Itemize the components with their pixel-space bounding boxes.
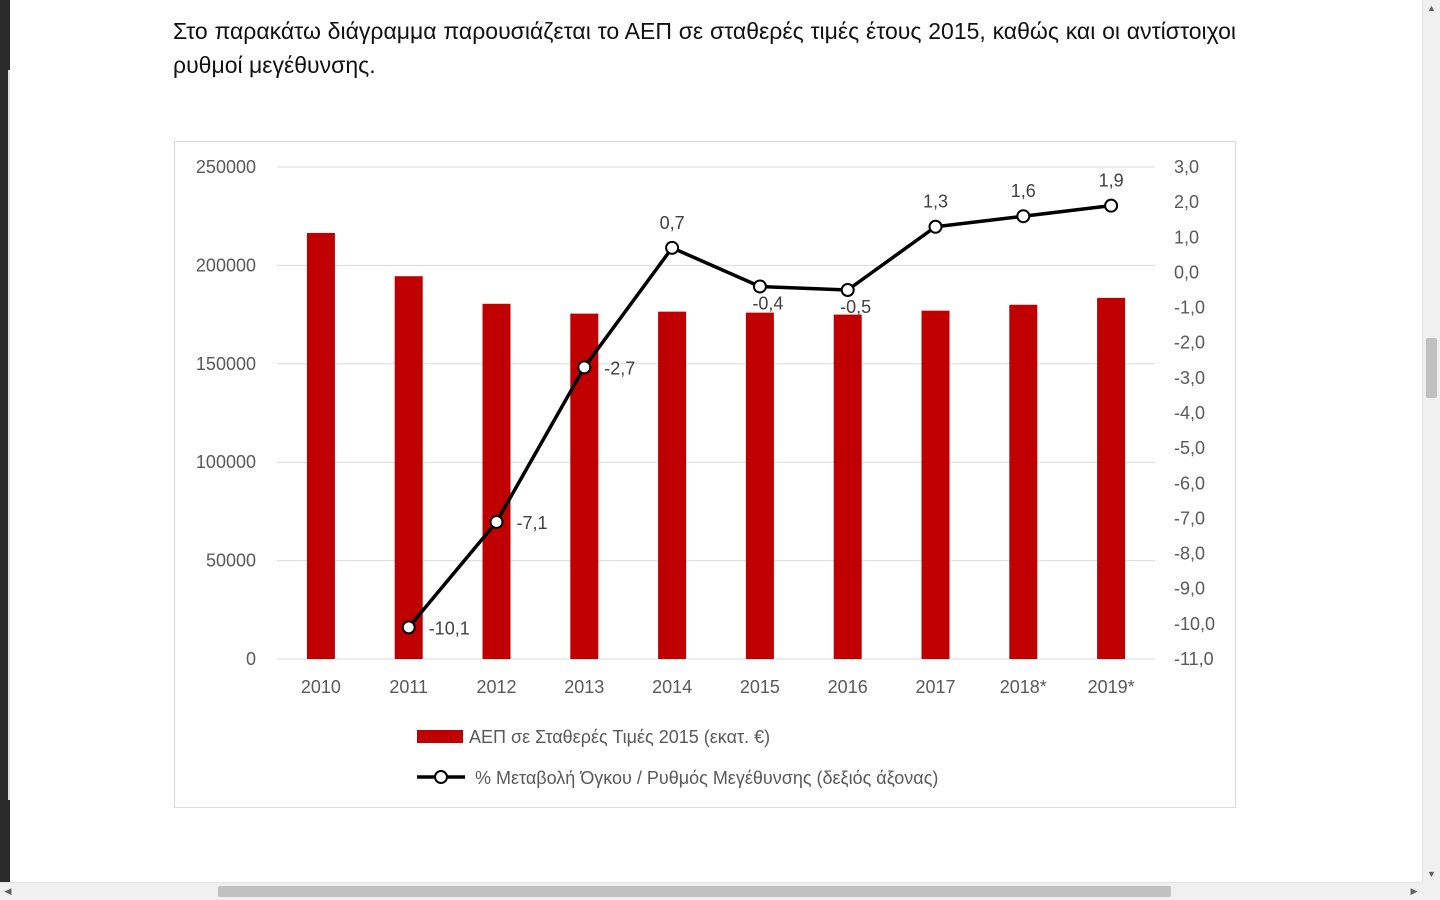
gdp-combo-chart: -10,1 -7,1 -2,7 0,7 -0,4 -0,5 1,3 1,6 1,9 0 50000… <box>196 157 1215 788</box>
line-data-label: -7,1 <box>517 513 548 533</box>
y-right-tick-label: -6,0 <box>1174 473 1205 493</box>
y-right-tick-label: -4,0 <box>1174 403 1205 423</box>
y-left-tick-label: 0 <box>246 649 256 669</box>
vertical-scrollbar[interactable]: ▲ ▼ <box>1422 0 1440 882</box>
x-category-label: 2010 <box>301 677 341 697</box>
bar <box>482 303 511 659</box>
y-right-tick-label: -2,0 <box>1174 333 1205 353</box>
x-category-label: 2019* <box>1088 677 1135 697</box>
intro-paragraph: Στο παρακάτω διάγραμμα παρουσιάζεται το … <box>173 18 1236 78</box>
y-right-tick-label: -1,0 <box>1174 298 1205 318</box>
scroll-down-arrow-icon[interactable]: ▼ <box>1427 869 1436 879</box>
horizontal-scrollbar[interactable]: ◀ ▶ <box>0 882 1440 900</box>
line-data-label: 1,3 <box>923 192 948 212</box>
bar <box>394 276 423 659</box>
legend-line-marker <box>434 770 448 784</box>
line-marker <box>577 360 592 375</box>
line-marker <box>840 283 855 297</box>
legend-bar-swatch <box>417 730 463 743</box>
scroll-left-arrow-icon[interactable]: ◀ <box>4 886 12 896</box>
x-category-label: 2012 <box>476 677 516 697</box>
bar <box>658 311 687 659</box>
vertical-scroll-thumb[interactable] <box>1426 338 1437 398</box>
y-right-tick-label: -7,0 <box>1174 508 1205 528</box>
line-marker <box>401 620 416 635</box>
bar <box>745 312 774 659</box>
y-right-tick-label: 1,0 <box>1174 227 1199 247</box>
line-data-label: 0,7 <box>660 213 685 233</box>
y-right-tick-label: -11,0 <box>1174 649 1214 669</box>
left-window-edge <box>0 0 10 900</box>
x-category-label: 2011 <box>389 677 428 697</box>
line-series <box>401 198 1119 635</box>
legend-bar-label: ΑΕΠ σε Σταθερές Τιμές 2015 (εκατ. €) <box>469 727 770 747</box>
data-labels: -10,1 -7,1 -2,7 0,7 -0,4 -0,5 1,3 1,6 1,9 <box>429 171 1124 639</box>
scroll-right-arrow-icon[interactable]: ▶ <box>1410 886 1418 896</box>
y-right-tick-label: 2,0 <box>1174 192 1199 212</box>
bar <box>1097 297 1126 659</box>
x-category-label: 2017 <box>915 677 955 697</box>
y-left-tick-label: 200000 <box>196 255 256 275</box>
x-category-label: 2015 <box>740 677 780 697</box>
y-right-tick-label: -5,0 <box>1174 438 1205 458</box>
y-left-tick-label: 250000 <box>196 157 256 177</box>
line-data-label: -0,5 <box>840 297 871 317</box>
chart-frame <box>174 141 1236 808</box>
line-marker <box>752 279 767 294</box>
legend: ΑΕΠ σε Σταθερές Τιμές 2015 (εκατ. €) % Με… <box>417 727 938 788</box>
line-data-label: -2,7 <box>604 358 635 378</box>
bar-series <box>306 232 1126 659</box>
x-category-label: 2013 <box>564 677 604 697</box>
bar <box>833 314 862 659</box>
y-right-tick-label: 3,0 <box>1174 157 1199 177</box>
line-marker <box>489 514 504 529</box>
bar <box>1009 304 1038 659</box>
x-category-label: 2014 <box>652 677 692 697</box>
y-right-tick-label: -8,0 <box>1174 544 1205 564</box>
line-data-label: 1,6 <box>1011 181 1036 201</box>
scroll-up-arrow-icon[interactable]: ▲ <box>1427 3 1436 13</box>
y-right-tick-label: -10,0 <box>1174 614 1215 634</box>
bar <box>921 310 950 659</box>
y-right-tick-label: 0,0 <box>1174 262 1199 282</box>
line-marker <box>928 219 943 234</box>
x-category-label: 2016 <box>828 677 868 697</box>
line-data-label: 1,9 <box>1099 171 1124 191</box>
line-marker <box>665 240 680 255</box>
line-marker <box>1104 198 1119 213</box>
axes: 0 50000 100000 150000 200000 250000 -11,0 -10,0… <box>196 157 1215 697</box>
y-right-tick-label: -9,0 <box>1174 579 1205 599</box>
y-left-tick-label: 100000 <box>196 452 256 472</box>
y-left-tick-label: 50000 <box>206 551 256 571</box>
x-category-label: 2018* <box>1000 677 1047 697</box>
line-marker <box>1016 209 1031 224</box>
bar <box>306 232 335 659</box>
scrollbar-corner <box>1422 882 1440 900</box>
legend-line-label: % Μεταβολή Όγκου / Ρυθμός Μεγέθυνσης (δε… <box>475 768 938 788</box>
y-left-tick-label: 150000 <box>196 354 256 374</box>
horizontal-scroll-thumb[interactable] <box>218 886 1171 897</box>
line-data-label: -0,4 <box>752 293 783 313</box>
line-data-label: -10,1 <box>429 618 470 638</box>
y-right-tick-label: -3,0 <box>1174 368 1205 388</box>
